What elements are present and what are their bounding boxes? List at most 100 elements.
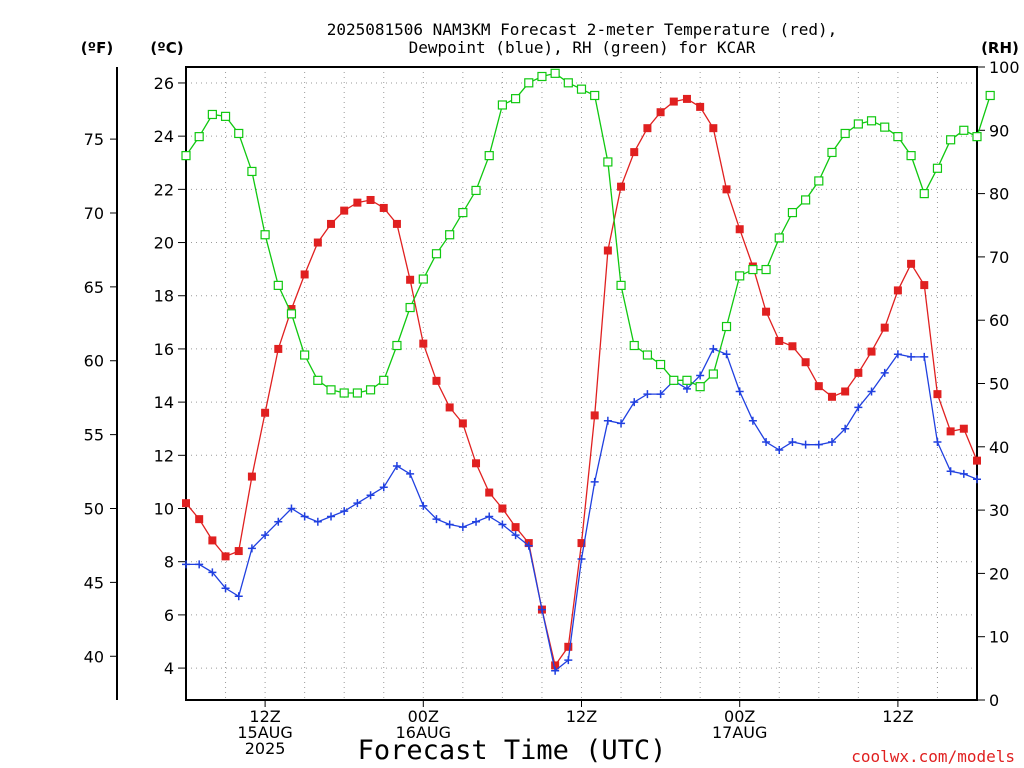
y-tick-label-f: 60 — [84, 352, 104, 371]
data-point-temperature — [946, 427, 955, 436]
y-tick-label-f: 45 — [84, 573, 104, 592]
data-point-dewpoint — [392, 461, 401, 470]
y-tick-label-c: 4 — [164, 659, 174, 678]
data-point-temperature — [617, 182, 626, 191]
data-point-rh — [524, 78, 534, 88]
data-point-dewpoint — [696, 371, 705, 380]
data-point-rh — [247, 166, 257, 177]
data-point-temperature — [234, 547, 243, 556]
x-tick-label: 12Z — [249, 707, 280, 726]
data-point-rh — [220, 111, 231, 121]
data-point-dewpoint — [893, 350, 902, 359]
data-point-dewpoint — [973, 475, 981, 484]
data-point-temperature — [880, 323, 889, 332]
data-point-dewpoint — [801, 440, 810, 449]
data-point-temperature — [419, 339, 428, 348]
data-point-rh — [866, 116, 877, 126]
data-point-rh — [893, 132, 903, 142]
y-tick-label-c: 18 — [154, 287, 174, 306]
data-point-rh — [352, 388, 362, 398]
series-layer — [181, 68, 995, 675]
data-point-temperature — [247, 472, 256, 481]
data-point-temperature — [709, 124, 718, 133]
data-point-dewpoint — [524, 541, 533, 550]
data-point-dewpoint — [854, 403, 863, 412]
data-point-temperature — [959, 424, 968, 433]
data-point-rh — [471, 185, 481, 196]
x-tick-label: 12Z — [882, 707, 913, 726]
data-point-temperature — [379, 203, 388, 212]
data-point-temperature — [261, 408, 270, 417]
data-point-rh — [761, 264, 771, 275]
data-point-dewpoint — [946, 467, 955, 476]
data-point-dewpoint — [775, 445, 784, 454]
data-point-dewpoint — [195, 560, 204, 569]
y-tick-label-f: 50 — [84, 500, 104, 519]
data-point-temperature — [696, 102, 705, 111]
y-tick-label-rh: 20 — [989, 564, 1009, 583]
data-point-dewpoint — [603, 416, 612, 425]
data-point-temperature — [762, 307, 771, 316]
data-point-dewpoint — [735, 387, 744, 396]
data-point-dewpoint — [722, 350, 731, 359]
data-point-rh — [774, 233, 784, 243]
data-point-temperature — [907, 259, 916, 268]
data-point-temperature — [973, 456, 981, 465]
y-tick-label-c: 22 — [154, 180, 174, 199]
data-point-rh — [840, 128, 850, 139]
data-point-temperature — [472, 459, 481, 468]
data-point-temperature — [445, 403, 454, 412]
data-point-rh — [194, 132, 204, 142]
y-tick-label-c: 24 — [154, 127, 174, 146]
y-tick-label-rh: 40 — [989, 438, 1009, 457]
fahrenheit-unit-label: (ºF) — [81, 39, 113, 57]
data-point-rh — [458, 207, 468, 218]
data-point-temperature — [735, 225, 744, 234]
y-tick-label-c: 12 — [154, 446, 174, 465]
data-point-rh — [932, 163, 943, 173]
x-tick-label: 00Z — [724, 707, 755, 726]
data-point-temperature — [722, 185, 731, 194]
data-point-dewpoint — [880, 368, 889, 377]
data-point-rh — [339, 388, 349, 398]
x-tick-label: 17AUG — [712, 723, 767, 742]
data-point-temperature — [511, 523, 520, 532]
y-tick-label-f: 65 — [84, 278, 104, 297]
data-point-temperature — [682, 94, 691, 103]
data-point-rh — [801, 195, 811, 205]
data-point-rh — [682, 375, 692, 385]
chart-title-line-2: Dewpoint (blue), RH (green) for KCAR — [409, 38, 756, 57]
y-tick-label-f: 40 — [84, 647, 104, 666]
data-point-temperature — [854, 368, 863, 377]
data-point-rh — [853, 119, 863, 129]
data-point-temperature — [867, 347, 876, 356]
data-point-temperature — [841, 387, 850, 396]
data-point-temperature — [801, 358, 810, 367]
data-point-dewpoint — [907, 352, 916, 361]
x-axis-title: Forecast Time (UTC) — [358, 735, 667, 766]
y-tick-label-rh: 0 — [989, 691, 999, 710]
data-point-dewpoint — [221, 584, 230, 593]
data-point-temperature — [643, 124, 652, 133]
data-point-dewpoint — [366, 491, 375, 500]
data-point-temperature — [340, 206, 349, 215]
chart-title-line-1: 2025081506 NAM3KM Forecast 2-meter Tempe… — [327, 20, 838, 39]
y-tick-label-c: 14 — [154, 393, 174, 412]
data-point-dewpoint — [208, 568, 217, 577]
rh-unit-label: (RH) — [981, 39, 1019, 57]
y-tick-label-c: 10 — [154, 500, 174, 519]
data-point-dewpoint — [748, 416, 757, 425]
data-point-temperature — [590, 411, 599, 420]
y-tick-label-f: 70 — [84, 204, 104, 223]
data-point-rh — [695, 382, 705, 392]
data-point-dewpoint — [709, 344, 718, 353]
data-point-dewpoint — [498, 520, 507, 529]
data-point-rh — [827, 147, 837, 158]
data-point-dewpoint — [340, 507, 349, 516]
data-point-rh — [510, 94, 521, 104]
data-point-temperature — [498, 504, 507, 513]
data-point-temperature — [287, 305, 296, 314]
data-point-rh — [748, 264, 758, 275]
data-point-temperature — [485, 488, 494, 497]
data-point-rh — [326, 385, 336, 395]
